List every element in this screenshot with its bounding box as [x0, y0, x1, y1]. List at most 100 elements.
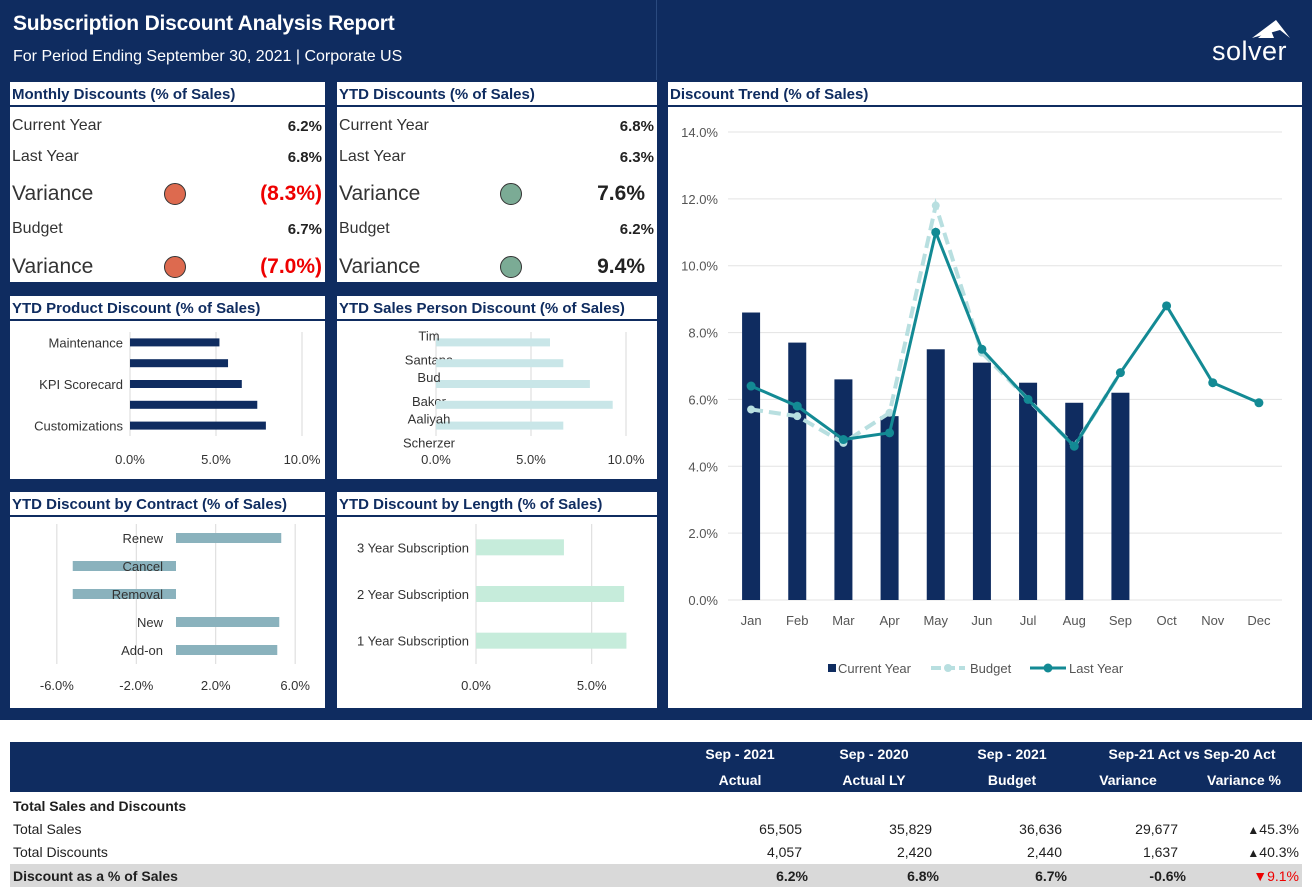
x-tick-label: Oct: [1156, 613, 1177, 628]
category-label: Renew: [123, 531, 164, 546]
category-label: 2 Year Subscription: [357, 587, 469, 602]
category-label: Add-on: [121, 643, 163, 658]
column-header-top: Sep-21 Act vs Sep-20 Act: [1108, 746, 1276, 762]
tick-label: -2.0%: [119, 678, 153, 693]
variance-ly-value: 7.6%: [597, 182, 645, 205]
bar: [436, 338, 550, 347]
table-header: Sep - 2021 Actual Sep - 2020 Actual LY S…: [10, 742, 1302, 792]
point: [792, 401, 802, 411]
budget-value: 6.2%: [619, 221, 654, 238]
table-row-total: Discount as a % of Sales 6.2% 6.8% 6.7% …: [10, 864, 1302, 887]
category-label: Bud: [417, 370, 440, 385]
panel-title: YTD Sales Person Discount (% of Sales): [339, 300, 625, 317]
bar: [72, 589, 176, 599]
category-label: Customizations: [34, 419, 123, 434]
panel-title: YTD Discount by Contract (% of Sales): [12, 496, 288, 513]
panel-rule: [10, 105, 325, 107]
cell-budget: 36,636: [1019, 821, 1062, 837]
category-label: Tim: [418, 328, 439, 343]
status-indicator-icon: [164, 183, 186, 205]
status-indicator-icon: [500, 183, 522, 205]
bar: [1065, 402, 1084, 600]
legend-swatch: [828, 664, 836, 672]
column-header: Actual: [718, 772, 762, 788]
length-discount-panel: YTD Discount by Length (% of Sales) 0.0%…: [337, 492, 657, 708]
column-header-top: Sep - 2021: [977, 746, 1047, 762]
last-year-value: 6.8%: [287, 149, 322, 166]
panel-rule: [10, 515, 325, 517]
arrow-down-icon: ▼: [1253, 868, 1268, 884]
point: [838, 435, 848, 445]
cell-variance: -0.6%: [1149, 868, 1186, 884]
tick-label: 5.0%: [516, 452, 546, 467]
bar: [436, 400, 613, 409]
contract-discount-panel: YTD Discount by Contract (% of Sales) -6…: [10, 492, 325, 708]
y-tick-label: 8.0%: [688, 326, 718, 341]
bar: [436, 359, 564, 368]
ytd-discounts-panel: YTD Discounts (% of Sales) Current Year …: [337, 82, 657, 282]
salesperson-discount-panel: YTD Sales Person Discount (% of Sales) 0…: [337, 296, 657, 479]
point: [1162, 301, 1172, 311]
panel-rule: [337, 105, 657, 107]
variance-ly-label: Variance: [339, 182, 421, 205]
last-year-value: 6.3%: [619, 149, 654, 166]
legend-swatch: [1043, 663, 1053, 673]
bar: [436, 380, 590, 388]
cell-variance: 29,677: [1135, 821, 1178, 837]
monthly-discounts-panel: Monthly Discounts (% of Sales) Current Y…: [10, 82, 325, 282]
bar: [476, 586, 625, 602]
variance-budget-label: Variance: [12, 255, 94, 278]
legend-swatch: [944, 664, 952, 672]
bar: [176, 617, 280, 627]
bar: [476, 539, 564, 556]
y-tick-label: 14.0%: [681, 125, 718, 140]
x-tick-label: Mar: [832, 613, 855, 628]
logo-mark-icon: [1252, 20, 1290, 38]
legend-label: Current Year: [838, 661, 912, 676]
product-discount-panel: YTD Product Discount (% of Sales) 0.0% 5.…: [10, 296, 325, 479]
y-tick-label: 2.0%: [688, 526, 718, 541]
category-label: 1 Year Subscription: [357, 634, 469, 649]
bar: [742, 312, 761, 600]
panel-title: YTD Discounts (% of Sales): [339, 86, 535, 103]
bar: [476, 632, 627, 649]
point: [747, 405, 756, 414]
bar: [130, 421, 266, 430]
product-discount-chart: 0.0% 5.0% 10.0% Maintenance KPI Scorecard Cus…: [34, 332, 321, 467]
y-tick-label: 6.0%: [688, 392, 718, 407]
point: [1254, 398, 1264, 408]
bar: [176, 645, 278, 655]
tick-label: 0.0%: [461, 678, 491, 693]
section-label: Total Sales and Discounts: [13, 798, 187, 814]
variance-budget-value: (7.0%): [260, 255, 322, 278]
table-row: Total Sales 65,505 35,829 36,636 29,677 …: [10, 817, 1302, 840]
discount-trend-panel: Discount Trend (% of Sales) 0.0% 2.0% 4.0%…: [668, 82, 1302, 708]
legend-label: Budget: [970, 661, 1012, 676]
x-tick-label: Sep: [1109, 613, 1132, 628]
arrow-up-icon: ▲: [1247, 823, 1260, 837]
row-label: Total Sales: [13, 821, 82, 837]
discount-trend-chart: 0.0% 2.0% 4.0% 6.0% 8.0% 10.0% 12.0% 14.0% Jan Fe…: [681, 125, 1282, 676]
current-year-label: Current Year: [339, 117, 429, 134]
point: [746, 381, 756, 391]
legend-label: Last Year: [1069, 661, 1124, 676]
category-label: 3 Year Subscription: [357, 540, 469, 555]
bar: [926, 349, 945, 600]
y-tick-label: 12.0%: [681, 192, 718, 207]
salesperson-discount-chart: 0.0% 5.0% 10.0%TimSantanaBudBakerAaliyahSc…: [403, 328, 645, 467]
status-indicator-icon: [500, 256, 522, 278]
point: [793, 412, 802, 421]
category-label: Maintenance: [49, 335, 123, 350]
header-divider: [656, 0, 657, 80]
point: [1208, 378, 1218, 388]
x-tick-label: Dec: [1247, 613, 1271, 628]
panel-rule: [337, 515, 657, 517]
cell-variance-pct: ▼9.1%: [1253, 868, 1299, 884]
bar: [130, 380, 242, 388]
bar: [1019, 382, 1038, 600]
y-tick-label: 4.0%: [688, 459, 718, 474]
tick-label: 0.0%: [115, 452, 145, 467]
tick-label: 5.0%: [201, 452, 231, 467]
x-tick-label: Jan: [741, 613, 762, 628]
point: [885, 408, 894, 417]
